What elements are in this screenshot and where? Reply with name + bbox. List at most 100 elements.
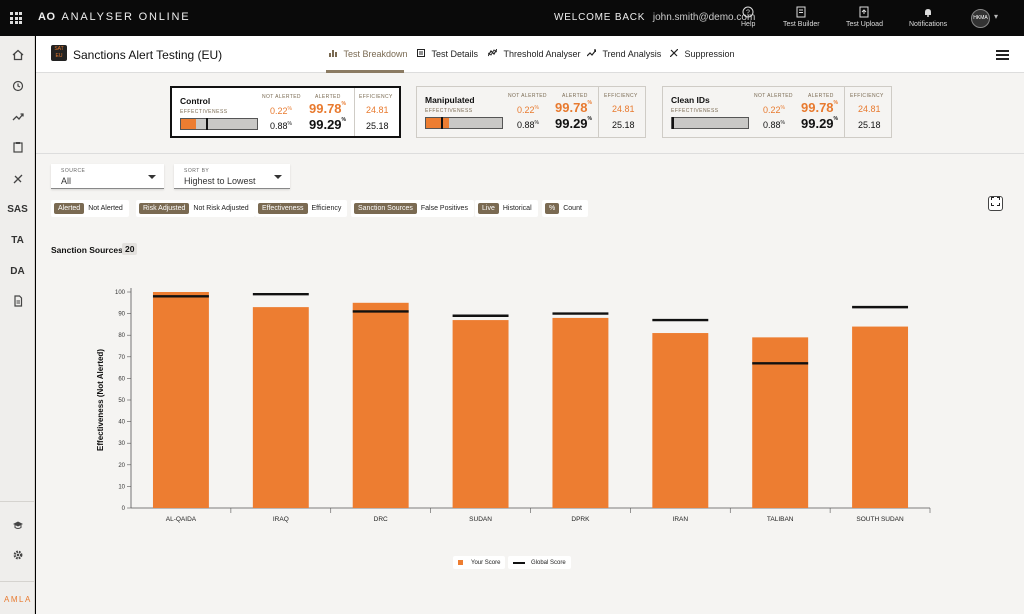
alerted-header: ALERTED (315, 94, 341, 100)
help-icon: ? (742, 6, 754, 18)
upload-icon (858, 6, 870, 18)
toggle-option-on[interactable]: % (545, 203, 560, 214)
efficiency-global-value: 25.18 (858, 120, 881, 130)
toggle-option-on[interactable]: Live (478, 203, 499, 214)
user-email: john.smith@demo.com (652, 12, 756, 23)
efficiency-header: EFFICIENCY (359, 94, 393, 100)
toggle-option-off[interactable]: Historical (502, 205, 532, 212)
test-builder-button[interactable]: Test Builder (783, 6, 820, 28)
legend-label: Global Score (531, 559, 566, 566)
source-select-value: All (61, 176, 72, 186)
summary-card-control[interactable]: Control EFFECTIVENESS NOT ALERTED ALERTE… (170, 86, 401, 138)
tab-label: Suppression (684, 49, 735, 59)
summary-card-manipulated[interactable]: Manipulated EFFECTIVENESS NOT ALERTED AL… (416, 86, 646, 138)
toggle-option-on[interactable]: Risk Adjusted (139, 203, 190, 214)
chevron-down-icon[interactable]: ▾ (994, 12, 999, 21)
toggle-option-on[interactable]: Effectiveness (258, 203, 308, 214)
graduation-cap-icon[interactable] (0, 519, 35, 534)
effectiveness-bar (671, 117, 749, 129)
sidebar-item-ta[interactable]: TA (11, 235, 24, 246)
alerted-header: ALERTED (562, 93, 588, 99)
document-icon[interactable] (0, 295, 35, 310)
toggle-option-on[interactable]: Sanction Sources (354, 203, 417, 214)
test-icon[interactable] (0, 141, 35, 156)
home-icon[interactable] (0, 49, 35, 64)
efficiency-value: 24.81 (612, 104, 635, 114)
legend-global-score[interactable]: Global Score (508, 556, 571, 569)
tab-label: Test Breakdown (343, 49, 408, 59)
sidebar-item-sas[interactable]: SAS (7, 204, 28, 215)
toggle-effectiveness[interactable]: Effectiveness Efficiency (255, 200, 348, 217)
trend-icon (586, 49, 599, 59)
toggle-option-off[interactable]: Not Alerted (88, 205, 123, 212)
toggle-option-off[interactable]: False Positives (420, 205, 468, 212)
alerted-global-value: 99.29% (801, 116, 838, 131)
global-score-swatch (513, 561, 525, 564)
history-icon[interactable] (0, 80, 35, 95)
tab-threshold-analyser[interactable]: Threshold Analyser (487, 48, 581, 59)
card-title: Control (180, 96, 211, 106)
card-divider (598, 87, 599, 137)
tab-trend-analysis[interactable]: Trend Analysis (586, 49, 662, 59)
source-select[interactable]: SOURCE All (51, 164, 164, 189)
sort-select-label: SORT BY (184, 168, 210, 174)
brand-mark: AO (38, 11, 56, 23)
efficiency-header: EFFICIENCY (850, 93, 884, 99)
test-builder-label: Test Builder (783, 21, 820, 28)
card-title: Clean IDs (671, 95, 710, 105)
not-alerted-header: NOT ALERTED (508, 93, 547, 99)
bell-icon (922, 6, 934, 18)
tab-test-breakdown[interactable]: Test Breakdown (329, 49, 408, 59)
tab-test-details[interactable]: Test Details (417, 49, 478, 59)
sidebar-item-da[interactable]: DA (10, 266, 25, 277)
toggle-alerted[interactable]: Alerted Not Alerted (51, 200, 129, 217)
toggle-option-on[interactable]: Alerted (54, 203, 85, 214)
notifications-label: Notifications (909, 21, 948, 28)
suppression-icon (669, 48, 681, 59)
help-button[interactable]: ? Help (741, 6, 755, 28)
card-divider (354, 88, 355, 136)
sort-select-value: Highest to Lowest (184, 176, 256, 186)
toggle-live[interactable]: Live Historical (475, 200, 538, 217)
sort-select[interactable]: SORT BY Highest to Lowest (174, 164, 290, 189)
efficiency-global-value: 25.18 (366, 121, 389, 131)
suppression-icon[interactable] (0, 173, 35, 188)
tab-label: Test Details (431, 49, 479, 59)
svg-text:?: ? (746, 10, 750, 17)
tab-label: Trend Analysis (602, 49, 662, 59)
your-score-swatch (458, 560, 463, 565)
summary-card-clean-ids[interactable]: Clean IDs EFFECTIVENESS NOT ALERTED ALER… (662, 86, 892, 138)
app-grid-icon[interactable] (10, 12, 22, 24)
trend-icon[interactable] (0, 111, 35, 126)
brand[interactable]: AO ANALYSER ONLINE (38, 11, 190, 23)
active-tab-indicator (326, 70, 404, 73)
efficiency-value: 24.81 (858, 104, 881, 114)
not-alerted-header: NOT ALERTED (262, 94, 301, 100)
fullscreen-icon[interactable] (988, 196, 1003, 211)
not-alerted-header: NOT ALERTED (754, 93, 793, 99)
toggle-option-off[interactable]: Count (563, 205, 582, 212)
effectiveness-bar-fill (181, 119, 197, 129)
toggle-sanction-sources[interactable]: Sanction Sources False Positives (351, 200, 474, 217)
toggle-risk-adjusted[interactable]: Risk Adjusted Not Risk Adjusted (136, 200, 255, 217)
app-logo: SAT EU (51, 45, 67, 61)
test-upload-button[interactable]: Test Upload (846, 6, 883, 28)
tab-suppression[interactable]: Suppression (669, 48, 735, 59)
avatar[interactable]: HKMA (971, 9, 990, 28)
legend-your-score[interactable]: Your Score (453, 556, 506, 569)
test-upload-label: Test Upload (846, 21, 883, 28)
toggle-option-off[interactable]: Efficiency (311, 205, 342, 212)
gear-icon[interactable] (0, 549, 35, 564)
not-alerted-value: 0.22% (763, 105, 785, 115)
main-content: SAT EU Sanctions Alert Testing (EU) Test… (36, 36, 1024, 614)
sidebar-divider (0, 501, 35, 502)
toggle-option-off[interactable]: Not Risk Adjusted (193, 205, 249, 212)
menu-icon[interactable] (996, 50, 1009, 60)
not-alerted-global-value: 0.88% (517, 120, 539, 130)
toggle-percent[interactable]: % Count (542, 200, 588, 217)
help-label: Help (741, 21, 756, 28)
effectiveness-bar-marker (672, 117, 674, 129)
card-effectiveness-label: EFFECTIVENESS (671, 108, 719, 114)
notifications-button[interactable]: Notifications (909, 6, 947, 28)
